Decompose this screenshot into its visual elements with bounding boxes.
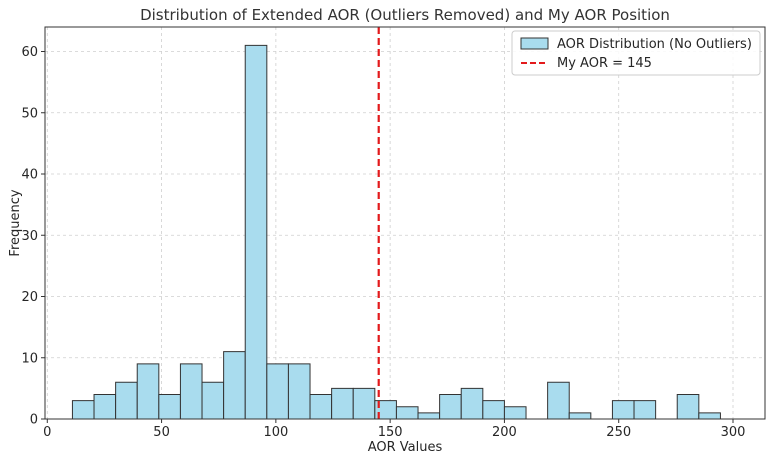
histogram-bar-9 xyxy=(266,363,289,420)
histogram-bar-20 xyxy=(503,406,527,420)
y-tick-label-6: 60 xyxy=(21,45,38,60)
y-tick-label-3: 30 xyxy=(21,229,38,244)
histogram-bar-13 xyxy=(352,387,376,420)
histogram-bar-22 xyxy=(547,381,570,420)
histogram-bar-5 xyxy=(179,363,203,420)
histogram-bar-6 xyxy=(201,381,225,420)
histogram-bar-29 xyxy=(698,412,721,420)
histogram-bar-2 xyxy=(115,381,138,420)
x-tick-label-1: 50 xyxy=(153,425,170,440)
x-tick-label-5: 250 xyxy=(606,425,631,440)
y-tick-label-5: 50 xyxy=(21,106,38,121)
histogram-bar-23 xyxy=(568,412,592,420)
histogram-bar-25 xyxy=(611,400,635,420)
chart-title: Distribution of Extended AOR (Outliers R… xyxy=(140,6,670,24)
histogram-bar-28 xyxy=(676,394,700,420)
histogram-bar-7 xyxy=(223,351,246,420)
x-tick-label-4: 200 xyxy=(492,425,517,440)
x-tick-label-3: 150 xyxy=(378,425,403,440)
grid xyxy=(45,27,765,420)
histogram-bar-12 xyxy=(331,387,354,420)
histogram-bar-4 xyxy=(158,394,181,420)
y-tick-label-0: 0 xyxy=(30,413,38,428)
x-axis-ticks: 0 50 100 150 200 250 300 xyxy=(43,419,745,440)
x-tick-label-0: 0 xyxy=(43,425,51,440)
legend: AOR Distribution (No Outliers) My AOR = … xyxy=(511,30,761,76)
y-tick-label-2: 20 xyxy=(21,290,38,305)
histogram-bar-10 xyxy=(287,363,311,420)
histogram-bar-26 xyxy=(633,400,657,420)
histogram-bar-18 xyxy=(460,387,484,420)
histogram-bar-15 xyxy=(395,406,419,420)
x-axis-label: AOR Values xyxy=(368,440,443,455)
histogram-bar-0 xyxy=(71,400,95,420)
histogram-bar-1 xyxy=(93,394,117,420)
x-tick-label-2: 100 xyxy=(263,425,288,440)
histogram-bar-17 xyxy=(439,394,462,420)
histogram-bar-3 xyxy=(136,363,160,420)
plot-frame xyxy=(44,26,766,420)
legend-box xyxy=(511,30,761,76)
histogram-bar-8 xyxy=(244,44,268,420)
histogram-bars xyxy=(71,44,721,420)
y-tick-label-4: 40 xyxy=(21,168,38,183)
legend-label-my-aor: My AOR = 145 xyxy=(557,56,652,71)
legend-label-distribution: AOR Distribution (No Outliers) xyxy=(557,37,752,52)
histogram-bar-11 xyxy=(309,394,333,420)
y-axis-ticks: 0 10 20 30 40 50 60 xyxy=(21,45,45,428)
histogram-bar-19 xyxy=(482,400,505,420)
x-tick-label-6: 300 xyxy=(721,425,746,440)
histogram-bar-16 xyxy=(417,412,441,420)
y-tick-label-1: 10 xyxy=(21,351,38,366)
y-axis-label: Frequency xyxy=(8,189,23,256)
legend-swatch-distribution xyxy=(520,37,549,50)
